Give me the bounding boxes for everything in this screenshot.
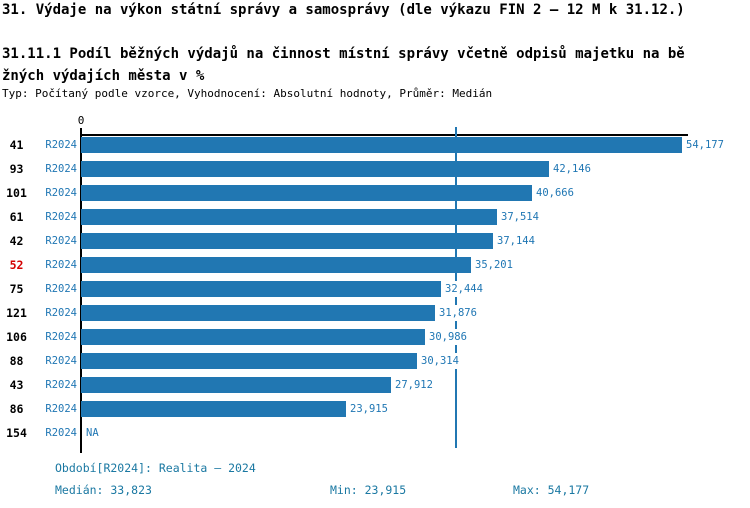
row-code-label: 42 <box>9 234 24 248</box>
row-period-label: R2024 <box>45 259 77 271</box>
row-period-label: R2024 <box>45 379 77 391</box>
row-period-label: R2024 <box>45 331 77 343</box>
chart-row: 101 R2024 40,666 <box>0 185 750 201</box>
value-bar <box>81 209 497 225</box>
value-bar <box>81 257 471 273</box>
value-bar <box>81 161 549 177</box>
chart-row: 93 R2024 42,146 <box>0 161 750 177</box>
max-stat: Max: 54,177 <box>513 483 590 497</box>
x-axis-line <box>80 134 688 136</box>
median-stat: Medián: 33,823 <box>55 483 152 497</box>
row-code-label: 86 <box>9 402 24 416</box>
row-period-label: R2024 <box>45 307 77 319</box>
period-label: Období[R2024]: Realita – 2024 <box>55 461 256 475</box>
bar-value-label: 31,876 <box>438 305 478 321</box>
row-period-label: R2024 <box>45 283 77 295</box>
row-code-label: 101 <box>6 186 27 200</box>
chart-row: 41 R2024 54,177 <box>0 137 750 153</box>
row-period-label: R2024 <box>45 235 77 247</box>
row-code-label: 154 <box>6 426 27 440</box>
row-period-label: R2024 <box>45 355 77 367</box>
row-code-label: 52 <box>9 258 24 272</box>
value-bar <box>81 401 346 417</box>
indicator-meta: Typ: Počítaný podle vzorce, Vyhodnocení:… <box>2 87 493 100</box>
row-period-label: R2024 <box>45 427 77 439</box>
bar-value-label: 35,201 <box>474 257 514 273</box>
bar-value-label: 27,912 <box>394 377 434 393</box>
chart-row: 154 R2024 NA <box>0 425 750 441</box>
bar-value-label: 37,144 <box>496 233 536 249</box>
row-period-label: R2024 <box>45 163 77 175</box>
value-bar <box>81 377 391 393</box>
chart-row: 86 R2024 23,915 <box>0 401 750 417</box>
row-period-label: R2024 <box>45 211 77 223</box>
chart-row: 42 R2024 37,144 <box>0 233 750 249</box>
row-code-label: 41 <box>9 138 24 152</box>
chart-row: 106 R2024 30,986 <box>0 329 750 345</box>
bar-value-label: 32,444 <box>444 281 484 297</box>
chart-row: 121 R2024 31,876 <box>0 305 750 321</box>
row-code-label: 121 <box>6 306 27 320</box>
min-stat: Min: 23,915 <box>330 483 407 497</box>
value-bar <box>81 329 425 345</box>
axis-zero-label: 0 <box>77 114 85 127</box>
row-period-label: R2024 <box>45 139 77 151</box>
bar-value-label: 40,666 <box>535 185 575 201</box>
bar-value-label: 37,514 <box>500 209 540 225</box>
row-period-label: R2024 <box>45 187 77 199</box>
row-code-label: 75 <box>9 282 24 296</box>
chart-row: 43 R2024 27,912 <box>0 377 750 393</box>
chart-row: 88 R2024 30,314 <box>0 353 750 369</box>
value-bar <box>81 353 417 369</box>
value-bar <box>81 281 441 297</box>
bar-value-label: 42,146 <box>552 161 592 177</box>
row-code-label: 61 <box>9 210 24 224</box>
chart-row: 75 R2024 32,444 <box>0 281 750 297</box>
chart-row: 61 R2024 37,514 <box>0 209 750 225</box>
bar-value-label: 54,177 <box>685 137 725 153</box>
chart-row: 52 R2024 35,201 <box>0 257 750 273</box>
row-code-label: 106 <box>6 330 27 344</box>
row-code-label: 88 <box>9 354 24 368</box>
value-bar <box>81 185 532 201</box>
page-title: 31. Výdaje na výkon státní správy a samo… <box>2 2 685 18</box>
row-code-label: 93 <box>9 162 24 176</box>
value-bar <box>81 137 682 153</box>
row-code-label: 43 <box>9 378 24 392</box>
na-label: NA <box>85 425 100 441</box>
bar-value-label: 30,986 <box>428 329 468 345</box>
bar-value-label: 30,314 <box>420 353 460 369</box>
row-period-label: R2024 <box>45 403 77 415</box>
value-bar <box>81 233 493 249</box>
value-bar <box>81 305 435 321</box>
bar-value-label: 23,915 <box>349 401 389 417</box>
indicator-title: 31.11.1 Podíl běžných výdajů na činnost … <box>2 46 685 84</box>
